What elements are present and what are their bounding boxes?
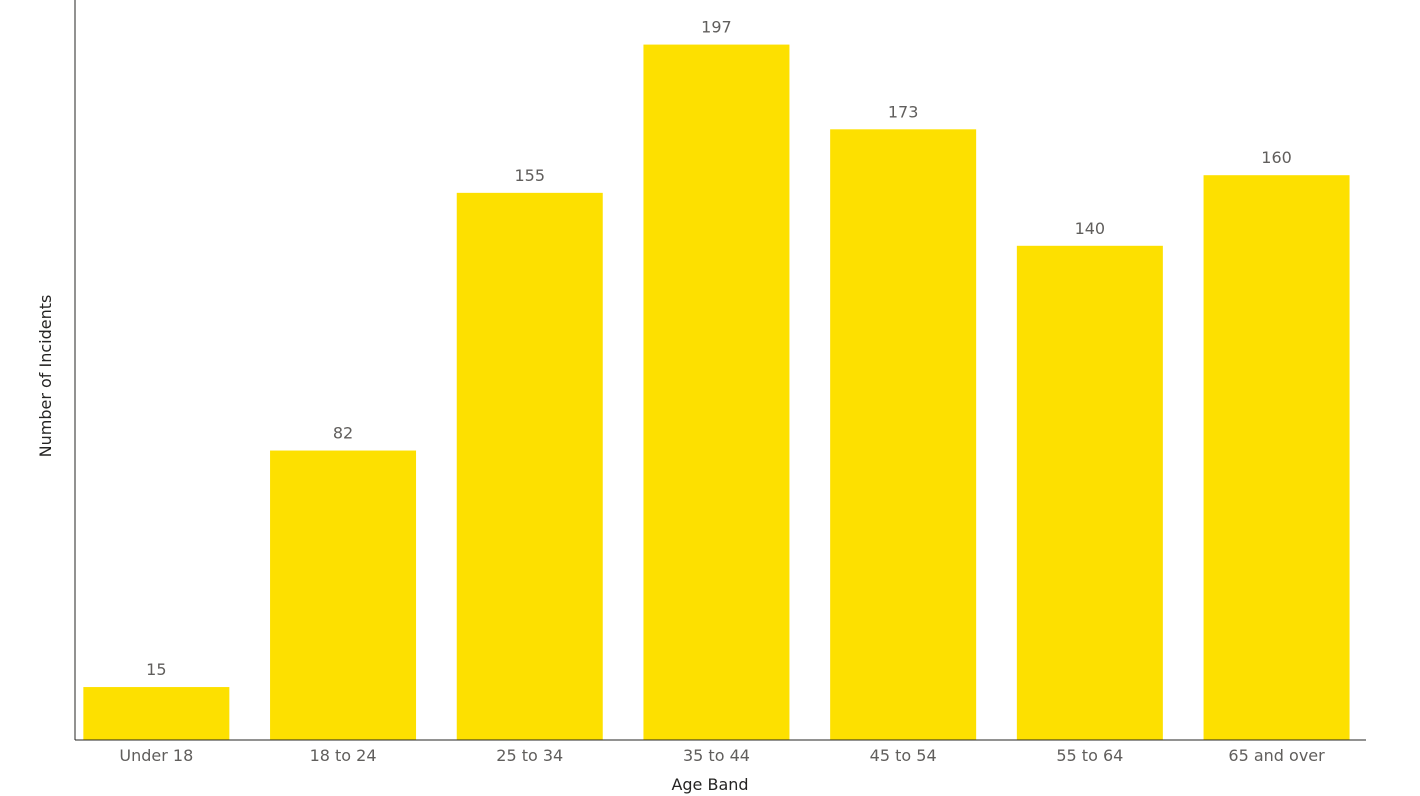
data-label-6: 140	[1075, 219, 1106, 238]
data-label-4: 197	[701, 18, 732, 37]
x-tick-label-3: 25 to 34	[496, 746, 563, 765]
y-axis-title: Number of Incidents	[36, 295, 55, 458]
data-label-7: 160	[1261, 148, 1292, 167]
x-tick-label-4: 35 to 44	[683, 746, 750, 765]
x-tick-label-5: 45 to 54	[870, 746, 937, 765]
data-label-3: 155	[514, 166, 545, 185]
bar-1	[83, 687, 230, 740]
x-tick-label-1: Under 18	[119, 746, 193, 765]
x-tick-label-7: 65 and over	[1228, 746, 1325, 765]
x-tick-label-6: 55 to 64	[1056, 746, 1123, 765]
data-label-5: 173	[888, 102, 919, 121]
bar-7	[1203, 175, 1350, 740]
x-tick-labels-group: Under 18 18 to 24 25 to 34 35 to 44 45 to 54…	[119, 746, 1325, 765]
x-axis-title: Age Band	[671, 775, 748, 794]
bar-4	[643, 44, 790, 740]
bar-6	[1016, 245, 1163, 741]
bar-5	[830, 129, 977, 740]
bar-3	[456, 192, 603, 741]
data-label-2: 82	[333, 424, 353, 443]
bar-2	[270, 450, 417, 740]
data-label-1: 15	[146, 660, 166, 679]
x-tick-label-2: 18 to 24	[310, 746, 377, 765]
bars-group	[83, 44, 1350, 741]
data-labels-group: 15 82 155 197 173 140 160	[146, 18, 1292, 679]
